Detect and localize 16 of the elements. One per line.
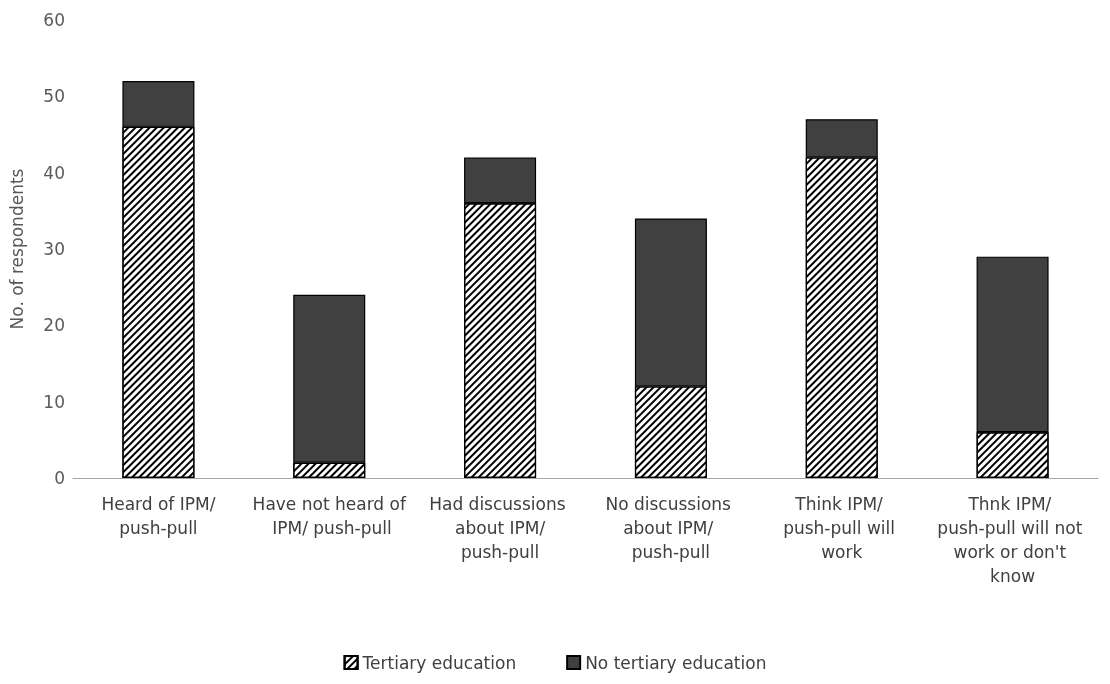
y-tick-label: 60	[43, 10, 65, 30]
x-tick-label: Had discussions about IPM/push-pull	[429, 494, 571, 562]
y-tick-label: 20	[43, 315, 65, 336]
x-tick-label: No discussions about IPM/ push-pull	[605, 494, 737, 562]
legend-label: No tertiary education	[585, 652, 767, 673]
y-tick-label: 30	[43, 239, 65, 259]
x-tick-label: Have not heard of IPM/ push-pull	[252, 494, 407, 538]
legend-label: Tertiary education	[361, 652, 517, 673]
y-tick-label: 50	[43, 86, 65, 107]
y-axis-title: No. of respondents	[6, 168, 27, 330]
y-tick-label: 10	[43, 391, 65, 412]
x-tick-label: Heard of IPM/push-pull	[101, 494, 216, 538]
x-tick-label: Thnk IPM/ push-pull will not work or don't know	[937, 494, 1088, 586]
x-tick-label: Think IPM/ push-pull will work	[783, 494, 901, 562]
y-tick-label: 0	[54, 468, 65, 488]
y-tick-label: 40	[43, 162, 65, 183]
